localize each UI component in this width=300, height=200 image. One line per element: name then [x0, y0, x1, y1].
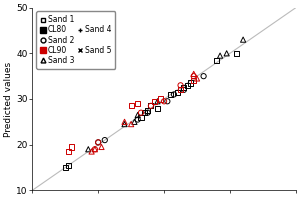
- Point: [135, 102, 140, 105]
- Point: [155, 107, 160, 110]
- Point: [162, 102, 167, 105]
- Point: [162, 100, 167, 103]
- Point: [129, 104, 134, 107]
- Point: [168, 93, 173, 96]
- Point: [139, 111, 143, 114]
- Point: [188, 81, 193, 85]
- Point: [198, 75, 203, 78]
- Point: [185, 84, 190, 87]
- Point: [122, 123, 127, 126]
- Point: [102, 138, 107, 142]
- Point: [175, 91, 180, 94]
- Point: [178, 88, 183, 91]
- Point: [96, 141, 100, 144]
- Point: [172, 93, 176, 96]
- Point: [86, 148, 91, 151]
- Point: [191, 79, 196, 82]
- Point: [145, 111, 150, 114]
- Point: [66, 159, 71, 162]
- Point: [178, 84, 183, 87]
- Point: [162, 95, 167, 98]
- Point: [129, 123, 134, 126]
- Point: [66, 150, 71, 153]
- Point: [148, 104, 153, 107]
- Point: [182, 88, 186, 91]
- Point: [89, 150, 94, 153]
- Point: [165, 97, 170, 101]
- Point: [96, 138, 100, 142]
- Point: [191, 72, 196, 75]
- Point: [63, 166, 68, 169]
- Point: [201, 75, 206, 78]
- Point: [241, 38, 245, 41]
- Point: [96, 141, 100, 144]
- Point: [92, 148, 97, 151]
- Point: [165, 100, 170, 103]
- Point: [135, 118, 140, 121]
- Point: [139, 116, 143, 119]
- Point: [152, 100, 157, 103]
- Point: [168, 93, 173, 96]
- Point: [214, 59, 219, 62]
- Point: [191, 77, 196, 80]
- Point: [129, 118, 134, 121]
- Point: [145, 109, 150, 112]
- Point: [142, 111, 147, 114]
- Point: [92, 148, 97, 151]
- Point: [165, 97, 170, 101]
- Point: [195, 77, 200, 80]
- Point: [122, 120, 127, 123]
- Y-axis label: Predicted values: Predicted values: [4, 61, 13, 137]
- Point: [191, 75, 196, 78]
- Point: [89, 150, 94, 153]
- Point: [92, 148, 97, 151]
- Point: [73, 134, 77, 137]
- Point: [224, 52, 229, 55]
- Point: [132, 116, 137, 119]
- Point: [175, 86, 180, 89]
- Point: [148, 104, 153, 107]
- Point: [182, 86, 186, 89]
- Point: [66, 164, 71, 167]
- Point: [234, 52, 239, 55]
- Point: [208, 65, 213, 69]
- Point: [82, 154, 87, 158]
- Point: [102, 136, 107, 139]
- Point: [218, 54, 223, 57]
- Point: [86, 152, 91, 155]
- Point: [158, 97, 163, 101]
- Legend: Sand 1, CL80, Sand 2, CL90, Sand 3, , Sand 4, , Sand 5, : Sand 1, CL80, Sand 2, CL90, Sand 3, , Sa…: [36, 11, 115, 69]
- Point: [155, 100, 160, 103]
- Point: [69, 145, 74, 149]
- Point: [132, 120, 137, 123]
- Point: [99, 145, 104, 149]
- Point: [201, 68, 206, 71]
- Point: [172, 77, 176, 80]
- Point: [135, 113, 140, 117]
